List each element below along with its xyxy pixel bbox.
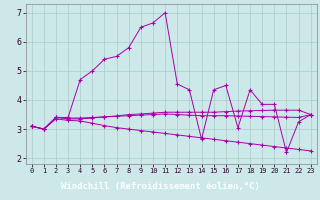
Text: Windchill (Refroidissement éolien,°C): Windchill (Refroidissement éolien,°C) [60, 182, 260, 192]
